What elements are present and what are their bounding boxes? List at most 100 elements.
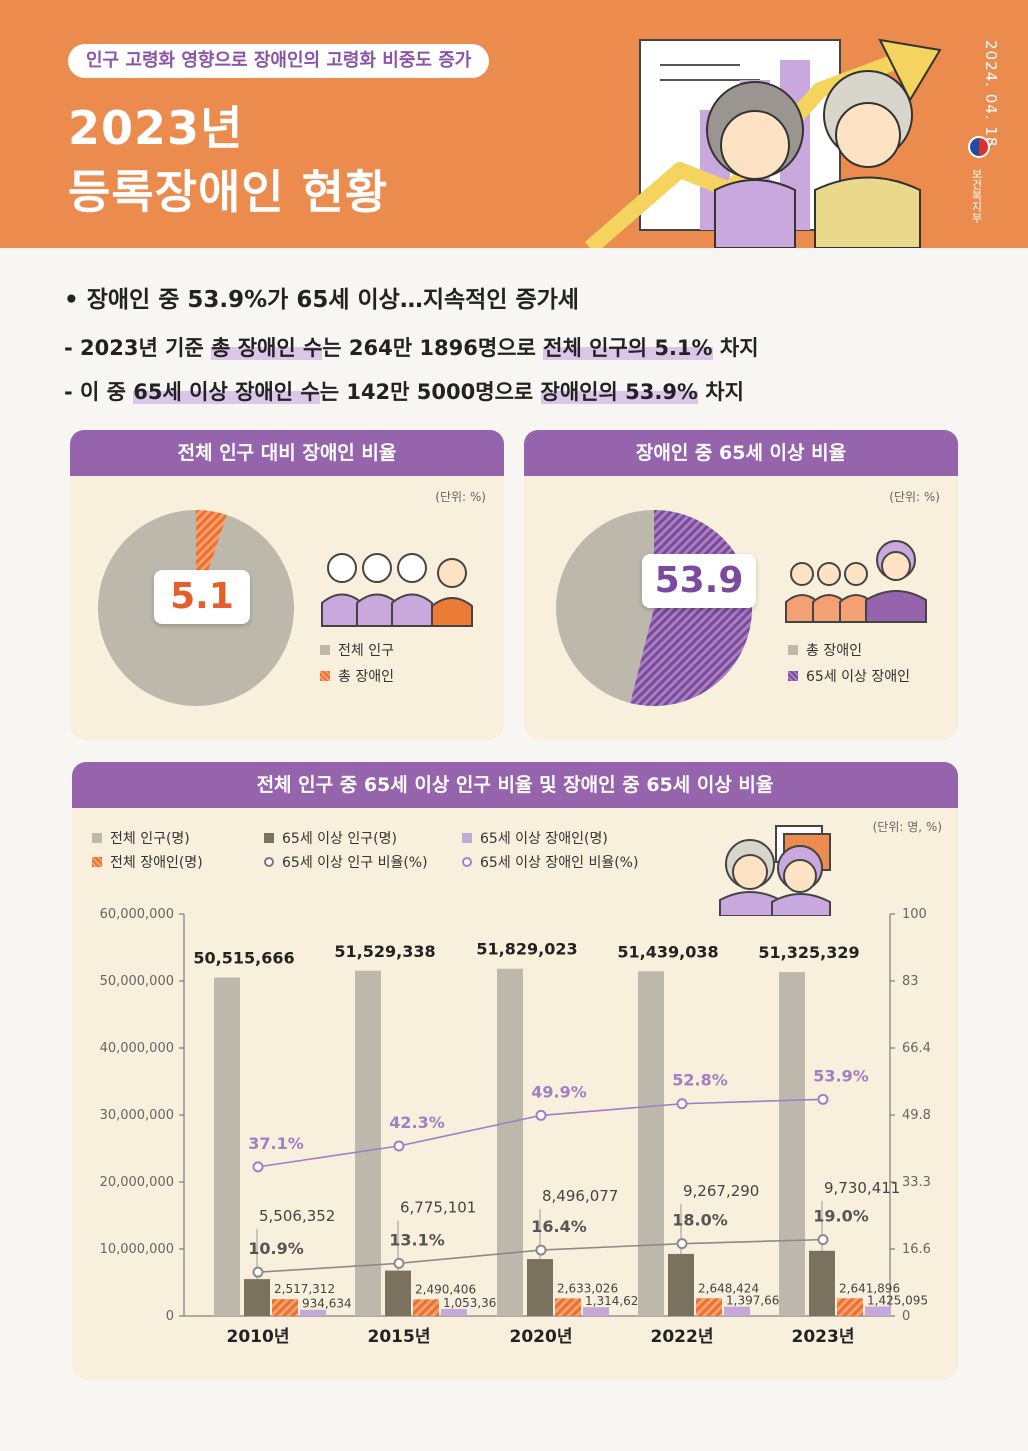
bar-line-chart: 0 10,000,000 20,000,000 30,000,000 40,000,00…	[100, 907, 931, 1347]
legend-total-disabled: 전체 장애인(명)	[92, 852, 203, 872]
summary-line-1-mid: 는 264만 1896명으로	[322, 336, 544, 360]
summary-line-2-mid: 는 142만 5000명으로	[319, 380, 541, 404]
x-category-label: 2022년	[651, 1327, 714, 1347]
subtitle-pill: 인구 고령화 영향으로 장애인의 고령화 비중도 증가	[68, 44, 490, 78]
line-point-label: 19.0%	[813, 1207, 869, 1226]
legend-label: 총 장애인	[338, 669, 394, 685]
line-point-label: 49.9%	[531, 1082, 587, 1101]
legend-label: 전체 인구(명)	[110, 831, 190, 847]
bar-line-unit: (단위: 명, %)	[872, 820, 942, 834]
line-point-label: 53.9%	[813, 1066, 869, 1085]
bar-senior-population	[809, 1250, 835, 1316]
line-point-label: 18.0%	[672, 1211, 728, 1230]
line-point-label: 10.9%	[248, 1239, 304, 1258]
line-point	[535, 1244, 547, 1256]
legend-label: 65세 이상 장애인 비율(%)	[480, 855, 639, 871]
page-title-year: 2023년	[68, 101, 244, 155]
y-right-tick-label: 66.4	[902, 1041, 931, 1056]
line-point	[676, 1238, 688, 1250]
bar-total-population	[355, 970, 381, 1316]
x-category-label: 2020년	[510, 1327, 573, 1347]
pie-population-value-label: 5.1	[154, 570, 250, 624]
legend-senior-ratio: 65세 이상 인구 비율(%)	[264, 852, 428, 872]
y-left-tick-label: 0	[166, 1309, 174, 1324]
bar-senior-disabled	[724, 1306, 750, 1316]
legend-swatch-orange	[320, 671, 330, 681]
bar-disabled-value-label: 2,633,026	[557, 1281, 618, 1295]
bar-senior-population	[527, 1259, 553, 1316]
legend-swatch-gray	[788, 645, 798, 655]
pie-slice-total-disabled	[556, 510, 654, 704]
bar-senior-disabled-value-label: 1,425,095	[867, 1293, 928, 1307]
legend-swatch-orange	[92, 857, 102, 867]
legend-swatch-ring-purple	[462, 857, 472, 867]
bar-senior-value-label: 8,496,077	[542, 1187, 618, 1205]
bar-disabled-value-label: 2,490,406	[415, 1282, 476, 1296]
bar-total-population	[497, 968, 523, 1316]
y-left-tick-label: 20,000,000	[100, 1175, 174, 1190]
bar-total-value-label: 51,325,329	[758, 943, 859, 962]
legend-senior-disabled-ratio: 65세 이상 장애인 비율(%)	[462, 852, 638, 872]
summary-line-1-suffix: 차지	[712, 336, 759, 360]
line-point	[393, 1257, 405, 1269]
bar-total-population	[779, 972, 805, 1316]
bar-total-population	[638, 971, 664, 1316]
bar-senior-disabled-value-label: 1,053,364	[443, 1296, 504, 1310]
legend-swatch-ring-gray	[264, 857, 274, 867]
line-point-label: 16.4%	[531, 1217, 587, 1236]
bar-total-disabled	[555, 1298, 581, 1316]
summary-headline: • 장애인 중 53.9%가 65세 이상…지속적인 증가세	[64, 287, 579, 313]
legend-label: 총 장애인	[806, 643, 862, 659]
pie-card-disabled-unit: (단위: %)	[889, 490, 940, 504]
bar-senior-disabled	[583, 1307, 609, 1316]
bar-total-disabled	[272, 1299, 298, 1316]
ministry-logo-icon	[968, 136, 990, 158]
line-point-label: 37.1%	[248, 1134, 304, 1153]
bar-total-population	[214, 977, 240, 1316]
publish-date: 2024. 04. 18.	[982, 40, 1000, 154]
people-group-icon	[321, 553, 473, 627]
legend-label: 65세 이상 인구(명)	[282, 831, 397, 847]
legend-label: 65세 이상 장애인	[806, 669, 910, 685]
summary-line-1-highlight-2: 전체 인구의 5.1%	[543, 336, 713, 360]
summary-line-2-suffix: 차지	[697, 380, 744, 404]
summary-line-2: - 이 중 65세 이상 장애인 수는 142만 5000명으로 장애인의 53…	[64, 376, 964, 406]
bar-disabled-value-label: 2,641,896	[839, 1281, 900, 1295]
bar-senior-disabled-value-label: 1,314,625	[585, 1294, 646, 1308]
y-right-tick-label: 83	[902, 974, 919, 989]
y-left-tick-label: 50,000,000	[100, 974, 174, 989]
y-right-tick-label: 100	[902, 907, 927, 922]
pie-chart-disabled	[556, 510, 753, 706]
y-right-tick-label: 16.6	[902, 1242, 931, 1257]
bar-line-card-title: 전체 인구 중 65세 이상 인구 비율 및 장애인 중 65세 이상 비율	[72, 762, 958, 808]
bar-senior-population	[385, 1270, 411, 1316]
legend-swatch-lavender	[462, 833, 472, 843]
summary-section: • 장애인 중 53.9%가 65세 이상…지속적인 증가세 - 2023년 기…	[64, 280, 964, 420]
summary-line-1: - 2023년 기준 총 장애인 수는 264만 1896명으로 전체 인구의 …	[64, 332, 964, 362]
header-banner: 인구 고령화 영향으로 장애인의 고령화 비중도 증가 2023년 등록장애인 …	[0, 0, 1028, 248]
seniors-with-documents-icon	[719, 825, 831, 916]
pie-card-population: 전체 인구 대비 장애인 비율 (단위: %) 5.1 전체 인구 총 장애인	[70, 430, 504, 740]
bar-total-disabled	[837, 1298, 863, 1316]
bar-senior-value-label: 5,506,352	[259, 1207, 335, 1225]
bar-disabled-value-label: 2,648,424	[698, 1281, 759, 1295]
bar-total-value-label: 51,829,023	[476, 940, 577, 959]
y-left-tick-label: 60,000,000	[100, 907, 174, 922]
pie-disabled-legend-2: 65세 이상 장애인	[788, 666, 910, 686]
bar-senior-value-label: 9,730,411	[824, 1179, 900, 1197]
elderly-couple-illustration-icon	[584, 38, 942, 248]
pie-card-population-unit: (단위: %)	[435, 490, 486, 504]
y-right-tick-label: 49.8	[902, 1108, 931, 1123]
y-left-tick-label: 10,000,000	[100, 1242, 174, 1257]
legend-label: 65세 이상 인구 비율(%)	[282, 855, 428, 871]
line-point	[817, 1234, 829, 1246]
line-point	[676, 1098, 688, 1110]
x-category-label: 2015년	[368, 1327, 431, 1347]
page-title: 등록장애인 현황	[68, 165, 389, 219]
legend-swatch-dark	[264, 833, 274, 843]
legend-swatch-gray	[92, 833, 102, 843]
bar-senior-population	[244, 1279, 270, 1316]
summary-line-1-highlight-1: 총 장애인 수	[211, 336, 323, 360]
x-category-label: 2010년	[227, 1327, 290, 1347]
pie-card-population-title: 전체 인구 대비 장애인 비율	[70, 430, 504, 476]
